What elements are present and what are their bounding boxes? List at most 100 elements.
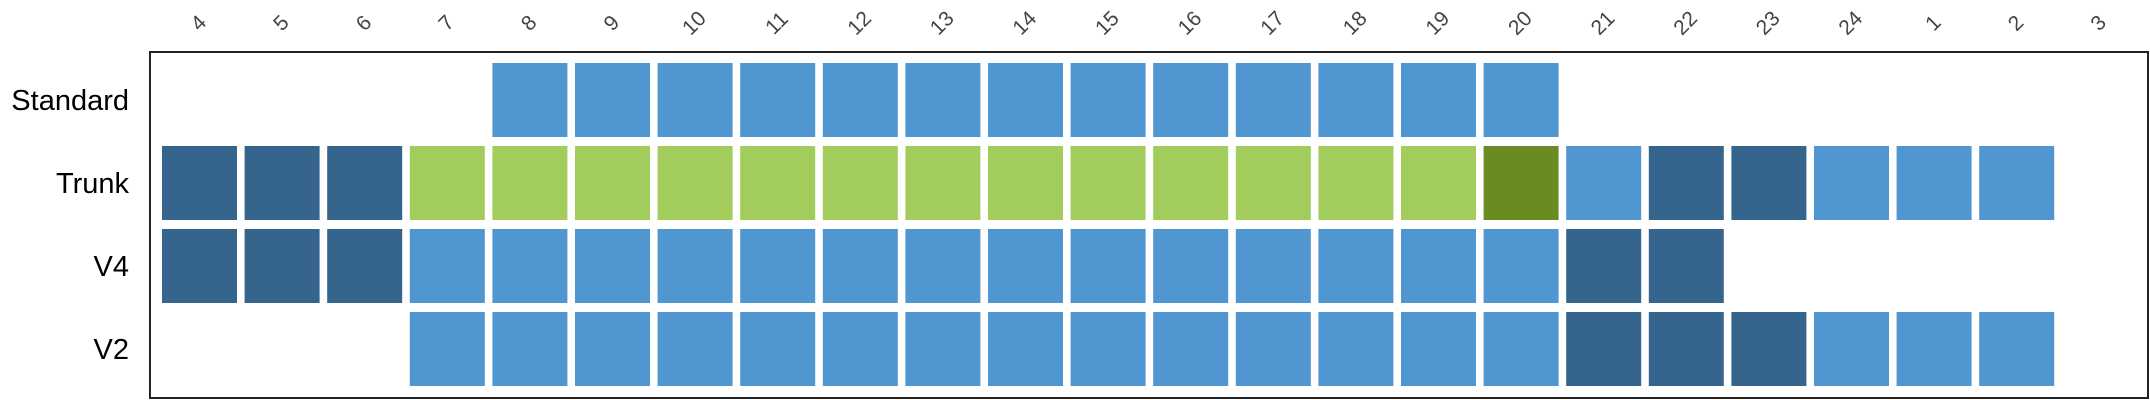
column-label: 18 bbox=[1339, 7, 1372, 40]
column-label: 24 bbox=[1834, 7, 1867, 40]
heatmap-cell bbox=[575, 229, 650, 303]
heatmap-cell bbox=[1483, 146, 1559, 220]
heatmap-cell bbox=[162, 146, 237, 220]
column-label: 4 bbox=[187, 11, 212, 36]
heatmap-cell bbox=[1979, 312, 2055, 386]
column-label: 16 bbox=[1174, 7, 1207, 40]
heatmap-cell bbox=[1566, 229, 1642, 303]
column-label: 3 bbox=[2086, 11, 2111, 36]
heatmap-cell bbox=[1070, 63, 1146, 137]
heatmap-cell bbox=[575, 312, 650, 386]
heatmap-cell bbox=[740, 312, 816, 386]
heatmap-cell bbox=[1401, 146, 1476, 220]
column-label: 21 bbox=[1587, 7, 1620, 40]
column-label: 10 bbox=[678, 7, 711, 40]
heatmap-cell bbox=[988, 146, 1063, 220]
heatmap-cell bbox=[988, 229, 1063, 303]
heatmap-cell bbox=[1235, 312, 1311, 386]
row-labels: Standard Trunk V4 V2 bbox=[11, 85, 129, 366]
column-label: 13 bbox=[926, 7, 959, 40]
column-label: 15 bbox=[1091, 7, 1124, 40]
heatmap-cell bbox=[1648, 146, 1724, 220]
heatmap-cell bbox=[1566, 146, 1642, 220]
heatmap-cell bbox=[1401, 229, 1476, 303]
row-label: Trunk bbox=[56, 168, 130, 200]
heatmap-cell bbox=[409, 146, 485, 220]
heatmap-cell bbox=[822, 146, 898, 220]
heatmap-cell bbox=[740, 146, 816, 220]
plot-frame bbox=[149, 51, 2149, 399]
heatmap-cell bbox=[1731, 146, 1807, 220]
heatmap-cell bbox=[1483, 63, 1559, 137]
heatmap-cell bbox=[1979, 146, 2055, 220]
heatmap-cell bbox=[822, 63, 898, 137]
heatmap-cell bbox=[1896, 312, 1972, 386]
heatmap-cell bbox=[657, 146, 733, 220]
heatmap-cell bbox=[1648, 312, 1724, 386]
heatmap-cell bbox=[492, 229, 568, 303]
column-label: 17 bbox=[1256, 7, 1289, 40]
heatmap-cell bbox=[1731, 312, 1807, 386]
heatmap-cell bbox=[905, 63, 981, 137]
heatmap-cell bbox=[1401, 63, 1476, 137]
heatmap-cell bbox=[1153, 63, 1229, 137]
heatmap-cell bbox=[1566, 312, 1642, 386]
heatmap-cell bbox=[244, 229, 320, 303]
heatmap-cell bbox=[657, 63, 733, 137]
heatmap-cell bbox=[740, 63, 816, 137]
heatmap-cell bbox=[822, 229, 898, 303]
heatmap-cell bbox=[1318, 63, 1394, 137]
heatmap-cell bbox=[1401, 312, 1476, 386]
heatmap-cell bbox=[1896, 146, 1972, 220]
heatmap-cell bbox=[1648, 229, 1724, 303]
heatmap-cell bbox=[988, 312, 1063, 386]
heatmap-cell bbox=[409, 312, 485, 386]
heatmap-cell bbox=[822, 312, 898, 386]
heatmap-cell bbox=[409, 229, 485, 303]
column-label: 2 bbox=[2004, 11, 2029, 36]
heatmap-cell bbox=[1318, 229, 1394, 303]
heatmap-cell bbox=[492, 146, 568, 220]
heatmap-cell bbox=[1483, 312, 1559, 386]
column-label: 12 bbox=[843, 7, 876, 40]
column-label: 8 bbox=[517, 11, 542, 36]
heatmap-cell bbox=[657, 229, 733, 303]
heatmap-cell bbox=[492, 63, 568, 137]
column-label: 11 bbox=[761, 7, 793, 39]
column-label: 1 bbox=[1921, 11, 1946, 36]
heatmap-cell bbox=[162, 229, 237, 303]
heatmap-cell bbox=[244, 146, 320, 220]
row-label: V2 bbox=[94, 334, 129, 366]
heatmap-cell bbox=[575, 146, 650, 220]
column-label: 22 bbox=[1669, 7, 1702, 40]
column-label: 14 bbox=[1008, 7, 1041, 40]
heatmap-cell bbox=[327, 146, 403, 220]
heatmap-cell bbox=[1070, 229, 1146, 303]
heatmap-cell bbox=[327, 229, 403, 303]
heatmap-cell bbox=[1483, 229, 1559, 303]
heatmap-cell bbox=[1153, 146, 1229, 220]
column-label: 20 bbox=[1504, 7, 1537, 40]
heatmap-cell bbox=[905, 146, 981, 220]
heatmap-cell bbox=[1070, 312, 1146, 386]
row-label: V4 bbox=[94, 251, 129, 283]
heatmap-cell bbox=[575, 63, 650, 137]
column-labels: 4 5 6 7 8 9 10 11 12 13 14 15 16 17 18 19 20 21 22 23 24 1 2 3 bbox=[187, 7, 2111, 40]
column-label: 23 bbox=[1752, 7, 1785, 40]
row-label: Standard bbox=[11, 85, 129, 117]
column-label: 7 bbox=[434, 11, 459, 36]
heatmap-cell bbox=[1814, 146, 1889, 220]
heatmap-cell bbox=[740, 229, 816, 303]
heatmap-cell bbox=[1318, 312, 1394, 386]
heatmap-cell bbox=[1153, 312, 1229, 386]
heatmap-cell bbox=[1153, 229, 1229, 303]
heatmap-cells bbox=[162, 63, 2055, 386]
heatmap-cell bbox=[492, 312, 568, 386]
column-label: 5 bbox=[269, 11, 294, 36]
heatmap-cell bbox=[1814, 312, 1889, 386]
heatmap-cell bbox=[905, 312, 981, 386]
heatmap-cell bbox=[657, 312, 733, 386]
column-label: 6 bbox=[352, 11, 377, 36]
heatmap-cell bbox=[1235, 63, 1311, 137]
